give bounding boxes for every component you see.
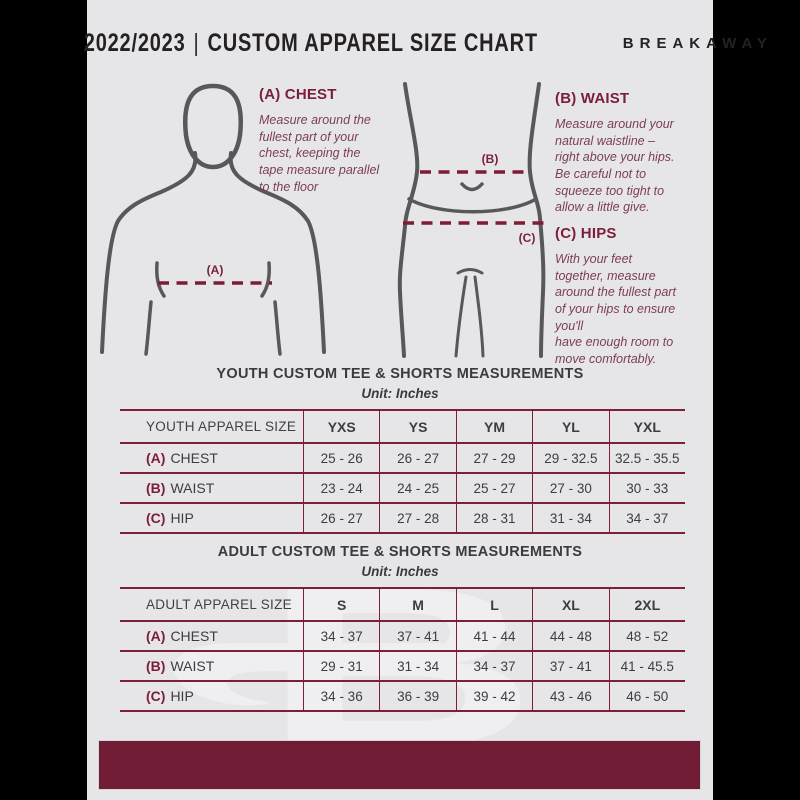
waist-name: WAIST — [170, 658, 215, 674]
table-cell: 37 - 41 — [532, 650, 609, 680]
table-cell: 34 - 37 — [455, 650, 533, 680]
chest-prefix: (A) — [146, 450, 166, 466]
waist-name: WAIST — [170, 480, 215, 496]
size-chart-page: B 2022/2023|CUSTOM APPAREL SIZE CHART BR… — [84, 0, 767, 800]
adult-col-2xl: 2XL — [608, 587, 685, 620]
table-cell: 31 - 34 — [379, 650, 456, 680]
chest-marker-label: (A) — [207, 263, 224, 277]
youth-table-title: YOUTH CUSTOM TEE & SHORTS MEASUREMENTS — [216, 366, 584, 382]
youth-waist-label: (B) WAIST — [120, 472, 303, 502]
table-cell: 36 - 39 — [379, 680, 456, 712]
adult-size-header: ADULT APPAREL SIZE — [120, 587, 303, 620]
hip-name: HIP — [170, 510, 194, 526]
table-cell: 24 - 25 — [379, 472, 456, 502]
footer-accent-bar — [98, 740, 701, 790]
table-cell: 27 - 28 — [379, 502, 456, 534]
waist-prefix: (B) — [146, 480, 166, 496]
youth-chest-label: (A) CHEST — [120, 442, 303, 472]
youth-col-yl: YL — [532, 409, 609, 442]
brand-name: BREAKAWAY — [622, 34, 773, 52]
hip-prefix: (C) — [146, 688, 166, 704]
season-label: 2022/2023 — [83, 28, 186, 57]
adult-col-s: S — [303, 587, 380, 620]
adult-col-l: L — [455, 587, 533, 620]
adult-table-title: ADULT CUSTOM TEE & SHORTS MEASUREMENTS — [217, 544, 583, 560]
table-cell: 29 - 32.5 — [532, 442, 609, 472]
chest-name: CHEST — [170, 628, 218, 644]
adult-waist-label: (B) WAIST — [120, 650, 303, 680]
document-header: 2022/2023 | CUSTOM APPAREL SIZE CHART BREA… — [84, 20, 767, 66]
adult-table-unit: Unit: Inches — [361, 564, 439, 579]
youth-size-header: YOUTH APPAREL SIZE — [120, 409, 303, 442]
youth-col-ym: YM — [455, 409, 533, 442]
hips-marker-label: (C) — [519, 231, 536, 245]
youth-table-unit: Unit: Inches — [361, 386, 439, 401]
chest-prefix: (A) — [146, 628, 166, 644]
table-cell: 27 - 29 — [455, 442, 533, 472]
waist-guide: (B) WAIST Measure around your natural wa… — [555, 90, 705, 216]
measurement-guide: (A) (B) (C) (A) CHEST Measure around the… — [87, 80, 713, 366]
table-cell: 28 - 31 — [455, 502, 533, 534]
table-cell: 43 - 46 — [532, 680, 609, 712]
youth-col-ys: YS — [379, 409, 456, 442]
youth-col-yxs: YXS — [303, 409, 380, 442]
adult-chest-label: (A) CHEST — [120, 620, 303, 650]
chest-guide: (A) CHEST Measure around the fullest par… — [259, 86, 404, 195]
chest-name: CHEST — [170, 450, 218, 466]
upper-body-figure — [100, 83, 326, 356]
table-cell: 32.5 - 35.5 — [608, 442, 685, 472]
waist-instructions: Measure around your natural waistline – … — [555, 117, 675, 215]
page-title: 2022/2023 | CUSTOM APPAREL SIZE CHART — [84, 29, 538, 58]
lower-body-figure — [397, 82, 546, 358]
measurement-lines — [158, 170, 545, 285]
youth-hip-label: (C) HIP — [120, 502, 303, 534]
table-cell: 26 - 27 — [303, 502, 380, 534]
hips-guide: (C) HIPS With your feet together, measur… — [555, 225, 707, 367]
table-cell: 25 - 27 — [455, 472, 533, 502]
table-cell: 34 - 36 — [303, 680, 380, 712]
waist-marker-label: (B) — [482, 152, 499, 166]
table-cell: 48 - 52 — [608, 620, 685, 650]
title-separator: | — [193, 28, 200, 57]
table-cell: 41 - 44 — [455, 620, 533, 650]
table-cell: 34 - 37 — [303, 620, 380, 650]
table-cell: 34 - 37 — [608, 502, 685, 534]
table-cell: 23 - 24 — [303, 472, 380, 502]
table-cell: 27 - 30 — [532, 472, 609, 502]
table-cell: 26 - 27 — [379, 442, 456, 472]
chest-instructions: Measure around the fullest part of your … — [259, 113, 380, 194]
table-cell: 25 - 26 — [303, 442, 380, 472]
hip-name: HIP — [170, 688, 194, 704]
adult-size-table: ADULT APPAREL SIZE S M L XL 2XL (A) CHEST… — [120, 587, 685, 712]
table-cell: 37 - 41 — [379, 620, 456, 650]
table-cell: 29 - 31 — [303, 650, 380, 680]
waist-heading: (B) WAIST — [555, 90, 630, 107]
chart-title: CUSTOM APPAREL SIZE CHART — [207, 28, 539, 57]
table-cell: 44 - 48 — [532, 620, 609, 650]
waist-prefix: (B) — [146, 658, 166, 674]
table-cell: 30 - 33 — [608, 472, 685, 502]
adult-col-m: M — [379, 587, 456, 620]
hips-instructions: With your feet together, measure around … — [555, 252, 676, 366]
youth-size-table: YOUTH APPAREL SIZE YXS YS YM YL YXL (A) C… — [120, 409, 685, 534]
table-cell: 46 - 50 — [608, 680, 685, 712]
chest-heading: (A) CHEST — [259, 86, 337, 103]
adult-col-xl: XL — [532, 587, 609, 620]
table-cell: 41 - 45.5 — [608, 650, 685, 680]
adult-hip-label: (C) HIP — [120, 680, 303, 712]
hip-prefix: (C) — [146, 510, 166, 526]
youth-col-yxl: YXL — [608, 409, 685, 442]
table-cell: 39 - 42 — [455, 680, 533, 712]
table-cell: 31 - 34 — [532, 502, 609, 534]
body-diagrams: (A) (B) (C) — [100, 82, 546, 358]
hips-heading: (C) HIPS — [555, 225, 617, 242]
